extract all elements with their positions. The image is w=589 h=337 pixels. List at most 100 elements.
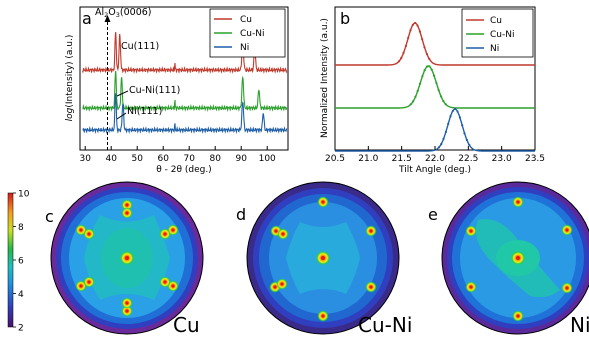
pole-d-spots [269,196,377,322]
rocking-curve-cu [335,22,535,66]
cbar-tick-label: 8 [18,223,24,233]
panel-label-a: a [82,9,92,28]
rocking-point-cu-ni [416,89,419,92]
panel-a-ylabel: log(Intensity) (a.u.) [65,35,75,122]
pole-e-spots [465,196,573,322]
pole-spot-core [125,256,129,260]
xrd-series-cu-ni [82,70,288,113]
cuni111-annotation: Cu-Ni(111) [129,85,180,96]
rocking-point-cu-ni [423,69,426,72]
a-tick-label: 30 [79,154,91,164]
b-tick-label: 20.5 [325,154,345,164]
al2o3-arrow-head [104,15,111,22]
b-tick-label: 21.5 [392,154,412,164]
a-tick-label: 40 [105,154,117,164]
rocking-point-cu [407,36,410,40]
cbar-tick-label: 6 [18,257,24,267]
legend-b-ni-label: Ni [490,44,499,54]
colorbar-bar [7,192,14,328]
pole-figure-e: e Ni [428,181,589,337]
rocking-point-cu-ni [440,95,443,98]
xrd-series-cu [82,31,288,75]
rocking-point-ni [449,115,452,118]
panel-b-x-ticks: 20.5 21.0 21.5 22.0 22.5 23.0 23.5 [325,146,545,164]
pole-spot-core [163,232,167,236]
b-tick-label: 22.0 [425,154,445,164]
rocking-point-cu-ni [419,82,422,85]
panel-label-d: d [236,205,246,224]
rocking-point-cu-ni [414,95,417,98]
legend-b-cu-label: Cu [490,16,502,26]
rocking-point-cu [425,52,428,56]
rocking-point-cu [397,60,400,63]
pole-spot-core [281,232,285,236]
pole-e-material: Ni [570,313,589,337]
rocking-point-cu [411,23,414,26]
rocking-point-ni [468,143,471,146]
colorbar: 2 4 6 8 10 [7,190,30,334]
pole-spot-core [274,229,278,233]
panel-a-ylabel-rest: (Intensity) (a.u.) [65,35,75,108]
rocking-point-ni [451,109,454,112]
al2o3-sub2: 3 [116,11,120,19]
pole-spot-core [565,286,569,290]
rocking-point-cu [402,51,405,55]
cbar-tick-label: 2 [18,324,24,334]
b-tick-label: 23.0 [492,154,512,164]
ni111-pointer [116,112,127,120]
pole-spot-core [79,228,83,232]
rocking-point-ni [442,137,445,140]
b-tick-label: 23.5 [525,154,545,164]
panel-a-ylabel-log: log [65,107,75,121]
pole-spot-core [469,229,473,233]
al2o3-annotation: Al2O3(0006) [95,7,152,19]
pole-spot-core [171,228,175,232]
b-tick-label: 22.5 [458,154,478,164]
pole-spot-core [369,285,373,289]
xrd-series-ni [82,93,288,135]
pole-figure-c: c Cu [45,181,204,337]
a-tick-label: 50 [131,154,143,164]
pole-figure-d: d Cu-Ni [236,181,412,337]
al2o3-post: (0006) [120,7,152,18]
rocking-point-cu-ni [442,100,445,103]
rocking-point-cu-ni [430,68,433,71]
pole-spot-core [87,280,91,284]
panel-b-xlabel: Tilt Angle (deg.) [398,165,471,175]
pole-e-border [441,181,589,335]
legend-a-cu-label: Cu [240,15,252,25]
rocking-point-cu-ni [428,65,431,68]
colorbar-ticks: 2 4 6 8 10 [13,190,30,334]
pole-d-material: Cu-Ni [358,313,412,337]
panel-b-ylabel: Normalized Intensity (a.u.) [320,18,330,138]
pole-spot-core [280,282,284,286]
a-tick-label: 100 [259,154,276,164]
al2o3-mid: O [108,7,115,18]
cu111-annotation: Cu(111) [121,41,159,52]
panel-b-series [335,21,535,152]
pole-spot-core [369,229,373,233]
pole-spot-core [321,314,325,318]
pole-spot-core [565,228,569,232]
rocking-point-cu [423,46,426,49]
rocking-point-ni [444,130,447,134]
panel-b: b Cu Cu-Ni Ni 20.5 21.0 21.5 22.0 22.5 23.0 23… [320,6,545,175]
pole-spot-core [516,256,520,260]
rocking-point-cu-ni [426,65,429,68]
rocking-point-cu [421,38,424,41]
rocking-point-ni [437,146,440,149]
rocking-curve-cu-ni [335,65,535,109]
rocking-point-cu [409,29,412,32]
pole-d-border [246,181,400,335]
rocking-point-cu-ni [437,89,440,92]
pole-spot-core [321,256,325,260]
rocking-point-ni [456,110,459,113]
rocking-point-cu-ni [409,103,412,106]
rocking-point-ni [447,122,450,125]
legend-a-cuni-label: Cu-Ni [240,29,264,39]
legend-b-cuni-label: Cu-Ni [490,30,514,40]
pole-spot-core [125,309,129,313]
cbar-tick-label: 10 [18,190,30,200]
rocking-point-ni [465,138,468,142]
